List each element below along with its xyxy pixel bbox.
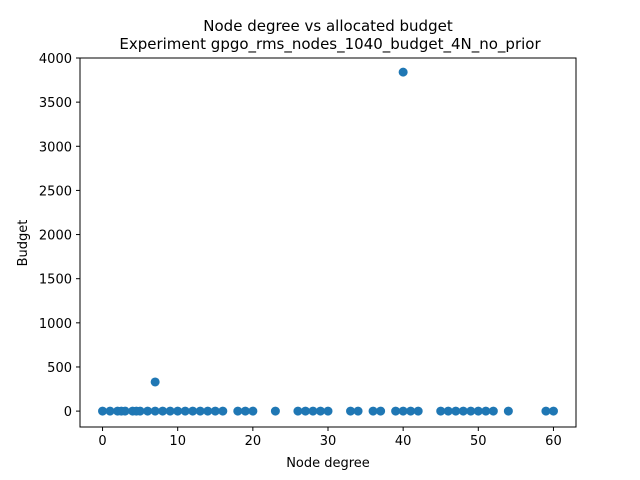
x-axis: 0 10 20 30 40 50 60 — [98, 427, 562, 449]
data-point — [98, 406, 108, 416]
x-tick-label: 50 — [470, 434, 487, 449]
data-point — [413, 406, 423, 416]
y-tick-label: 3500 — [39, 96, 72, 111]
data-point — [248, 406, 258, 416]
data-point — [466, 406, 476, 416]
data-point — [233, 406, 243, 416]
data-point — [218, 406, 228, 416]
data-point — [180, 406, 190, 416]
data-point — [158, 406, 168, 416]
y-tick-label: 2000 — [39, 229, 72, 244]
data-point — [143, 406, 153, 416]
y-tick-label: 4000 — [39, 52, 72, 67]
data-point — [293, 406, 303, 416]
y-axis-label: Budget — [16, 220, 31, 267]
y-axis: 0 500 1000 1500 2000 2500 3000 3500 4000 — [39, 52, 80, 420]
data-point — [436, 406, 446, 416]
chart-subtitle: Experiment gpgo_rms_nodes_1040_budget_4N… — [119, 35, 541, 54]
data-points — [98, 67, 558, 416]
data-point — [473, 406, 483, 416]
data-point — [398, 406, 408, 416]
plot-area — [79, 57, 577, 428]
chart-title: Node degree vs allocated budget — [203, 17, 453, 35]
data-point — [150, 377, 160, 387]
data-point — [165, 406, 175, 416]
y-tick-label: 3000 — [39, 140, 72, 155]
x-tick-label: 40 — [395, 434, 412, 449]
data-point — [391, 406, 401, 416]
data-point — [406, 406, 416, 416]
data-point — [188, 406, 198, 416]
data-point — [300, 406, 310, 416]
x-tick-label: 10 — [169, 434, 186, 449]
data-point — [135, 406, 145, 416]
y-tick-label: 1000 — [39, 317, 72, 332]
x-axis-label: Node degree — [286, 456, 370, 471]
x-tick-label: 30 — [320, 434, 337, 449]
data-point — [398, 67, 408, 77]
data-point — [308, 406, 318, 416]
data-point — [376, 406, 386, 416]
data-point — [315, 406, 325, 416]
y-tick-label: 500 — [47, 361, 72, 376]
data-point — [120, 406, 130, 416]
data-point — [503, 406, 513, 416]
x-tick-label: 60 — [545, 434, 562, 449]
data-point — [443, 406, 453, 416]
data-point — [173, 406, 183, 416]
y-tick-label: 0 — [64, 405, 72, 420]
data-point — [548, 406, 558, 416]
data-point — [353, 406, 363, 416]
data-point — [541, 406, 551, 416]
data-point — [451, 406, 461, 416]
data-point — [346, 406, 356, 416]
data-point — [105, 406, 115, 416]
data-point — [323, 406, 333, 416]
data-point — [368, 406, 378, 416]
x-tick-label: 20 — [245, 434, 262, 449]
data-point — [240, 406, 250, 416]
data-point — [210, 406, 220, 416]
x-tick-label: 0 — [98, 434, 106, 449]
y-tick-label: 2500 — [39, 184, 72, 199]
data-point — [150, 406, 160, 416]
data-point — [488, 406, 498, 416]
data-point — [195, 406, 205, 416]
data-point — [270, 406, 280, 416]
data-point — [481, 406, 491, 416]
data-point — [458, 406, 468, 416]
data-point — [203, 406, 213, 416]
y-tick-label: 1500 — [39, 273, 72, 288]
